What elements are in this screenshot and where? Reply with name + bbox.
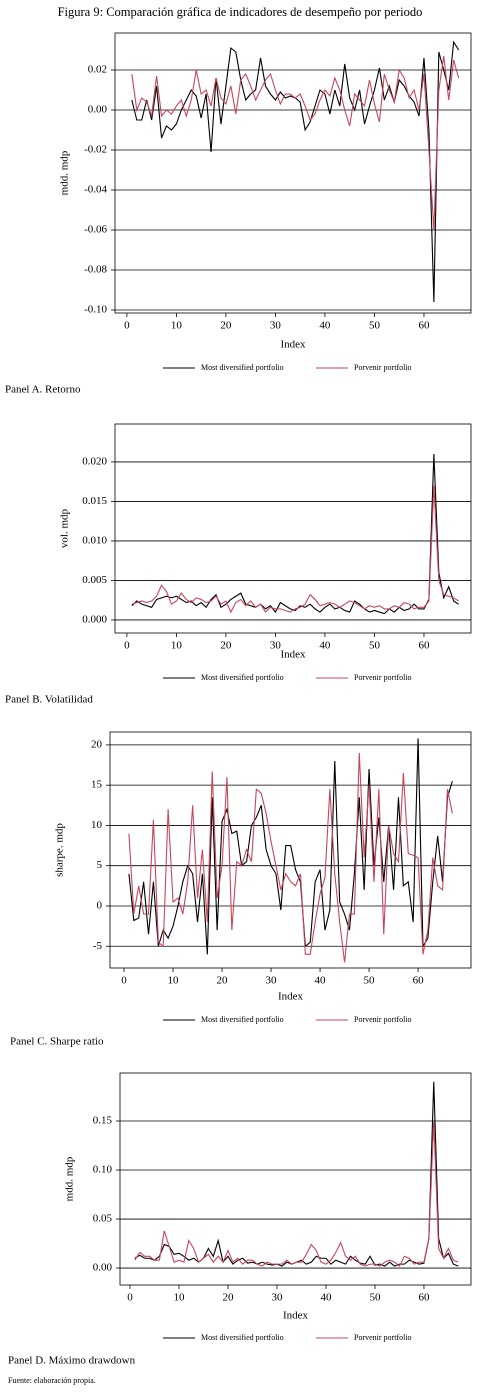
- y-tick-label: 0.00: [93, 1262, 113, 1274]
- y-tick-label: -0.10: [84, 304, 107, 316]
- y-tick-label: 0.020: [82, 455, 107, 467]
- series-line: [134, 1121, 459, 1267]
- series-line: [131, 55, 460, 231]
- series-line: [131, 40, 460, 303]
- x-tick-label: 60: [418, 320, 430, 332]
- x-tick-label: 0: [124, 320, 130, 332]
- figure-title: Figura 9: Comparación gráfica de indicad…: [58, 5, 423, 19]
- x-tick-label: 40: [319, 640, 331, 652]
- x-tick-label: 30: [270, 320, 282, 332]
- x-tick-label: 10: [168, 975, 180, 987]
- legend-label: Most diversified portfolio: [201, 1015, 284, 1024]
- y-tick-label: 0.015: [82, 495, 107, 507]
- series-line: [128, 752, 453, 963]
- source-note: Fuente: elaboración propia.: [8, 1376, 96, 1385]
- y-tick-label: -0.08: [84, 264, 107, 276]
- legend-label: Porvenir portfolio: [354, 673, 412, 682]
- x-tick-label: 0: [121, 975, 127, 987]
- y-tick-label: 0.10: [93, 1164, 113, 1176]
- legend-label: Most diversified portfolio: [201, 363, 284, 372]
- x-tick-label: 20: [222, 1292, 234, 1304]
- x-tick-label: 10: [171, 320, 183, 332]
- y-tick-label: 0: [97, 900, 103, 912]
- x-tick-label: 40: [319, 320, 331, 332]
- x-tick-label: 30: [271, 1292, 283, 1304]
- legend-label: Porvenir portfolio: [354, 1015, 412, 1024]
- y-axis-label: mdd. mdp: [59, 150, 71, 195]
- plot-frame: [109, 731, 472, 969]
- x-tick-label: 20: [220, 640, 232, 652]
- x-tick-label: 60: [418, 1292, 430, 1304]
- series-line: [134, 1081, 459, 1267]
- x-tick-label: 40: [315, 975, 327, 987]
- x-tick-label: 30: [266, 975, 278, 987]
- y-tick-label: -5: [93, 940, 103, 952]
- legend-label: Most diversified portfolio: [201, 673, 284, 682]
- x-tick-label: 10: [171, 640, 183, 652]
- plot-frame: [119, 1072, 472, 1286]
- y-tick-label: 0.00: [88, 104, 108, 116]
- x-tick-label: 40: [320, 1292, 332, 1304]
- legend-label: Porvenir portfolio: [354, 1333, 412, 1342]
- series-line: [131, 454, 459, 615]
- x-axis-label: Index: [280, 649, 306, 661]
- y-tick-label: -0.04: [84, 184, 107, 196]
- plot-frame: [114, 423, 472, 634]
- y-tick-label: 0.05: [93, 1213, 113, 1225]
- y-tick-label: 0.000: [82, 613, 107, 625]
- x-tick-label: 60: [413, 975, 425, 987]
- y-tick-label: -0.02: [84, 144, 107, 156]
- x-axis-label: Index: [280, 339, 306, 351]
- x-tick-label: 50: [369, 640, 381, 652]
- y-tick-label: 0.15: [93, 1115, 113, 1127]
- x-tick-label: 60: [418, 640, 430, 652]
- x-tick-label: 10: [173, 1292, 185, 1304]
- series-line: [131, 485, 459, 614]
- panel-caption: Panel D. Máximo drawdown: [8, 1355, 136, 1367]
- legend-label: Porvenir portfolio: [354, 363, 412, 372]
- y-tick-label: 0.005: [82, 574, 107, 586]
- x-axis-label: Index: [278, 991, 304, 1003]
- series-line: [128, 738, 453, 955]
- y-axis-label: mdd. mdp: [64, 1156, 76, 1201]
- y-tick-label: 20: [91, 738, 103, 750]
- y-tick-label: -0.06: [84, 224, 107, 236]
- x-tick-label: 30: [270, 640, 282, 652]
- x-tick-label: 50: [369, 320, 381, 332]
- x-tick-label: 50: [364, 975, 376, 987]
- y-tick-label: 15: [91, 779, 103, 791]
- x-axis-label: Index: [283, 1310, 309, 1322]
- y-tick-label: 10: [91, 819, 103, 831]
- x-tick-label: 50: [369, 1292, 381, 1304]
- plot-frame: [114, 32, 472, 314]
- y-tick-label: 0.010: [82, 534, 107, 546]
- y-tick-label: 0.02: [88, 64, 107, 76]
- y-axis-label: sharpe. mdp: [54, 823, 66, 877]
- panel-caption: Panel B. Volatilidad: [5, 694, 93, 706]
- panel-caption: Panel C. Sharpe ratio: [10, 1036, 104, 1048]
- y-tick-label: 5: [97, 859, 103, 871]
- panel-caption: Panel A. Retorno: [5, 384, 81, 396]
- x-tick-label: 20: [217, 975, 229, 987]
- x-tick-label: 0: [127, 1292, 133, 1304]
- y-axis-label: vol. mdp: [59, 508, 71, 548]
- x-tick-label: 0: [124, 640, 130, 652]
- x-tick-label: 20: [220, 320, 232, 332]
- legend-label: Most diversified portfolio: [201, 1333, 284, 1342]
